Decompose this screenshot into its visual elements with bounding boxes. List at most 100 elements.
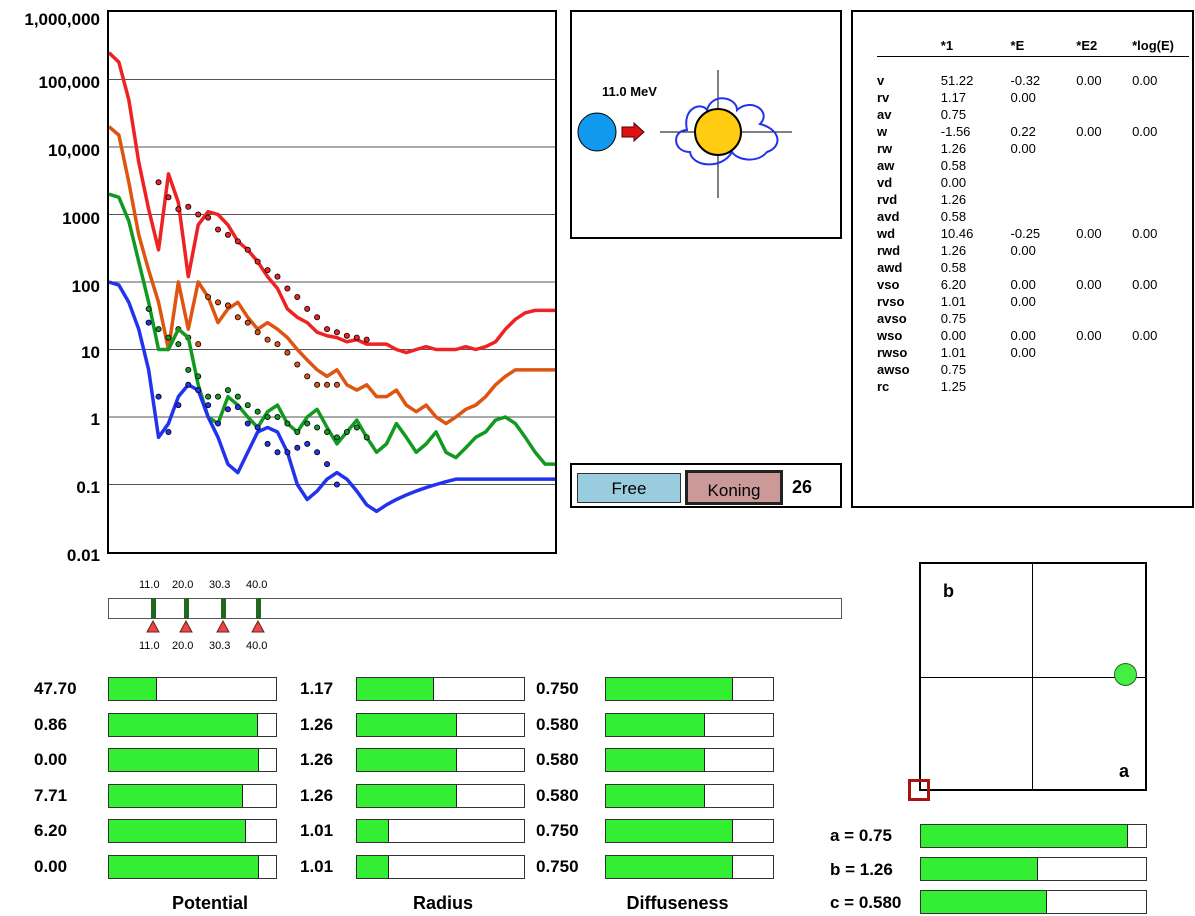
potential-slider[interactable] [108,854,277,879]
param-value[interactable]: 0.58 [940,158,967,173]
diffuseness-slider[interactable] [605,748,774,772]
param-value[interactable]: 1.17 [940,90,967,105]
param-value[interactable]: -0.32 [1010,73,1041,88]
diffuseness-slider[interactable] [605,854,774,879]
param-value[interactable]: 1.26 [940,243,967,258]
param-value[interactable] [1076,344,1132,361]
radius-slider[interactable] [356,677,525,701]
param-value[interactable] [1076,174,1132,191]
radius-slider[interactable] [356,748,525,772]
ab-point-marker[interactable] [1114,663,1137,686]
param-value[interactable] [1011,259,1077,276]
param-value[interactable]: 0.00 [1076,226,1102,241]
param-value[interactable] [1132,157,1192,174]
param-value[interactable] [1011,310,1077,327]
param-value[interactable] [1076,191,1132,208]
param-value[interactable]: 1.26 [940,192,967,207]
param-value[interactable] [1076,310,1132,327]
param-value[interactable] [1011,378,1077,395]
radius-slider[interactable] [356,712,525,737]
param-value[interactable]: 0.22 [1010,124,1036,139]
param-value[interactable]: 1.25 [940,379,967,394]
param-value[interactable]: -1.56 [940,124,971,139]
param-value[interactable] [1076,242,1132,259]
param-value[interactable]: 0.00 [1076,124,1102,139]
param-value[interactable] [1132,344,1192,361]
param-value[interactable] [1076,157,1132,174]
param-value[interactable]: 0.00 [1076,277,1102,292]
param-value[interactable] [1132,293,1192,310]
param-value[interactable] [1076,140,1132,157]
param-value[interactable] [1076,106,1132,123]
energy-marker[interactable] [184,598,189,619]
param-value[interactable] [1132,208,1192,225]
param-value[interactable] [1076,89,1132,106]
param-value[interactable]: 0.75 [940,311,967,326]
diffuseness-slider[interactable] [605,712,774,737]
param-value[interactable] [1011,106,1077,123]
diffuseness-slider[interactable] [605,819,774,843]
param-value[interactable]: 0.00 [1010,243,1036,258]
potential-slider[interactable] [108,748,277,772]
param-value[interactable]: 0.00 [1132,73,1158,88]
free-button[interactable]: Free [577,473,681,503]
energy-marker[interactable] [221,598,226,619]
koning-button[interactable]: Koning [685,470,783,505]
param-value[interactable] [1076,208,1132,225]
a-slider[interactable] [920,824,1147,848]
param-value[interactable] [1132,361,1192,378]
param-value[interactable] [1132,140,1192,157]
param-value[interactable] [1011,174,1077,191]
potential-slider[interactable] [108,819,277,843]
param-value[interactable] [1132,378,1192,395]
param-value[interactable]: 0.58 [940,209,967,224]
param-value[interactable] [1011,191,1077,208]
param-value[interactable] [1132,106,1192,123]
param-value[interactable]: 0.58 [940,260,967,275]
energy-slider-track[interactable] [108,598,842,619]
param-value[interactable]: 1.26 [940,141,967,156]
param-value[interactable]: 0.75 [940,362,967,377]
param-value[interactable]: 0.00 [1132,124,1158,139]
param-value[interactable]: 0.00 [1010,294,1036,309]
param-value[interactable] [1011,361,1077,378]
ab-origin-handle[interactable] [908,779,930,801]
diffuseness-slider[interactable] [605,677,774,701]
ab-plot[interactable]: b a [919,562,1147,791]
param-value[interactable] [1132,191,1192,208]
param-value[interactable]: 0.00 [940,175,967,190]
radius-slider[interactable] [356,854,525,879]
param-value[interactable] [1076,259,1132,276]
param-value[interactable]: 1.01 [940,294,967,309]
param-value[interactable]: 6.20 [940,277,967,292]
param-value[interactable] [1076,378,1132,395]
param-value[interactable]: 0.00 [1132,226,1158,241]
param-value[interactable]: 1.01 [940,345,967,360]
param-value[interactable]: 0.75 [940,107,967,122]
param-value[interactable] [1132,259,1192,276]
param-value[interactable]: 0.00 [1132,277,1158,292]
param-value[interactable]: 0.00 [1076,73,1102,88]
radius-slider[interactable] [356,783,525,808]
energy-marker[interactable] [151,598,156,619]
param-value[interactable]: 51.22 [940,73,974,88]
potential-slider[interactable] [108,783,277,808]
param-value[interactable]: 10.46 [940,226,974,241]
energy-marker[interactable] [256,598,261,619]
param-value[interactable]: 0.00 [1010,277,1036,292]
param-value[interactable] [1132,174,1192,191]
param-value[interactable]: 0.00 [1010,141,1036,156]
param-value[interactable] [1011,157,1077,174]
diffuseness-slider[interactable] [605,783,774,808]
potential-slider[interactable] [108,677,277,701]
param-value[interactable]: -0.25 [1010,226,1041,241]
potential-slider[interactable] [108,712,277,737]
param-value[interactable]: 0.00 [1010,328,1036,343]
radius-slider[interactable] [356,819,525,843]
c-slider[interactable] [920,890,1147,914]
param-value[interactable]: 0.00 [1010,345,1036,360]
param-value[interactable] [1132,310,1192,327]
param-value[interactable] [1076,293,1132,310]
param-value[interactable]: 0.00 [1132,328,1158,343]
param-value[interactable]: 0.00 [1010,90,1036,105]
